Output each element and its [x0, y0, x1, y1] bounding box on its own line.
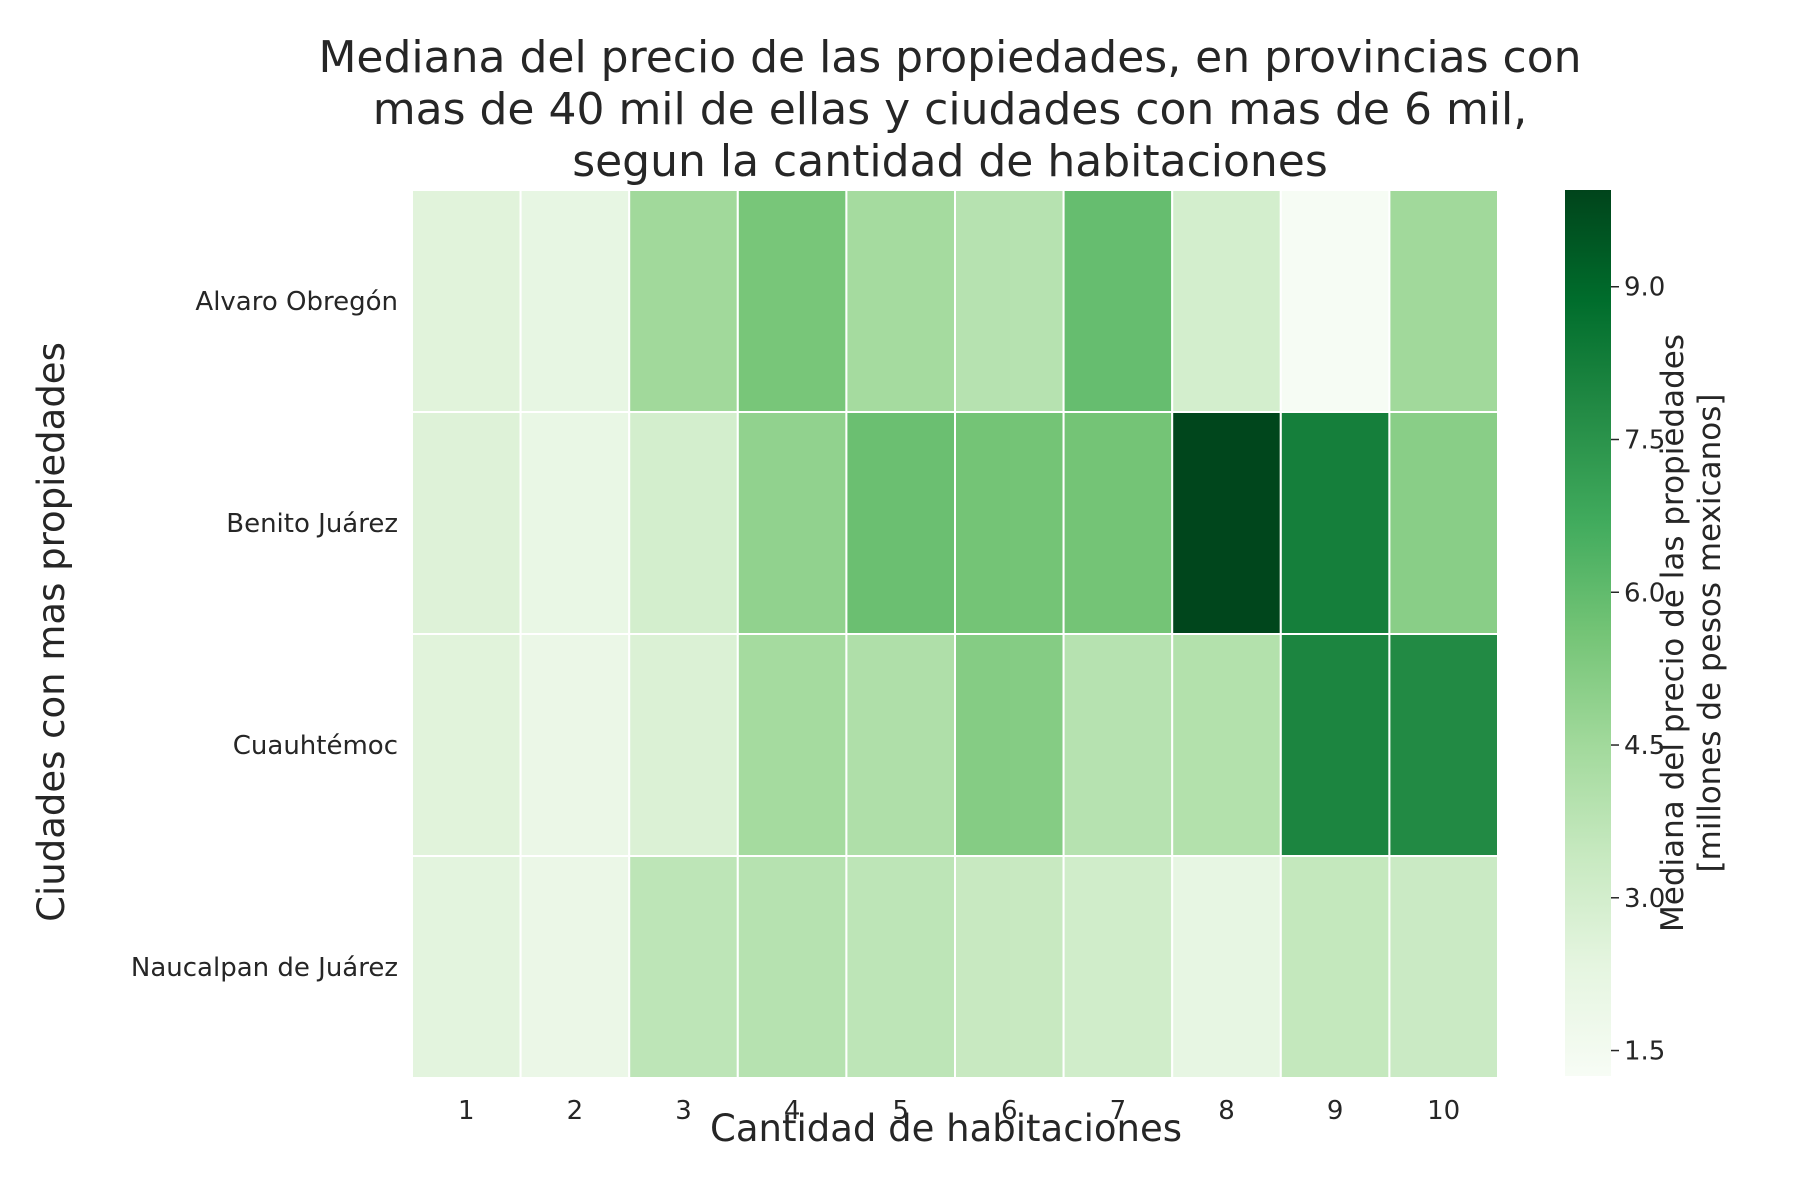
- heatmap-cell: [519, 411, 631, 635]
- heatmap-cell: [845, 855, 957, 1079]
- heatmap-cell: [954, 189, 1065, 413]
- colorbar-label-line-2: [millones de pesos mexicanos]: [1692, 394, 1728, 873]
- heatmap-cell: [1062, 411, 1174, 635]
- heatmap-cell: [519, 189, 631, 413]
- chart-title: Mediana del precio de las propiedades, e…: [318, 32, 1581, 187]
- colorbar-tick-label: 4.5: [1624, 731, 1665, 761]
- chart-title-line-3: segun la cantidad de habitaciones: [572, 136, 1328, 187]
- x-axis-label: Cantidad de habitaciones: [710, 1107, 1182, 1150]
- heatmap-cell: [1062, 855, 1174, 1079]
- x-tick-label: 4: [784, 1096, 801, 1126]
- heatmap-cell: [519, 633, 631, 857]
- heatmap-cell: [1388, 633, 1500, 857]
- y-tick-label: Benito Juárez: [226, 509, 398, 539]
- y-tick-label: Alvaro Obregón: [195, 287, 398, 317]
- heatmap-cell: [411, 633, 522, 857]
- heatmap-cell: [1279, 189, 1391, 413]
- x-tick-label: 10: [1427, 1096, 1460, 1126]
- y-tick-labels: Alvaro Obregón Benito Juárez Cuauhtémoc Nau…: [131, 287, 398, 983]
- heatmap-cell: [1279, 411, 1391, 635]
- y-tick-label: Naucalpan de Juárez: [131, 953, 398, 983]
- colorbar-ticks: 1.5 3.0 4.5 6.0 7.5 9.0: [1611, 273, 1665, 1067]
- heatmap-cell: [1388, 411, 1500, 635]
- heatmap-cell: [736, 411, 848, 635]
- heatmap-cell: [519, 855, 631, 1079]
- chart-title-line-1: Mediana del precio de las propiedades, e…: [318, 32, 1581, 83]
- colorbar-tick-label: 9.0: [1624, 273, 1665, 303]
- heatmap-cell: [736, 633, 848, 857]
- heatmap-cell: [954, 855, 1065, 1079]
- x-tick-label: 3: [675, 1096, 692, 1126]
- heatmap-cell: [736, 855, 848, 1079]
- x-tick-label: 7: [1110, 1096, 1127, 1126]
- heatmap-cell: [1171, 633, 1282, 857]
- heatmap-cells: [411, 189, 1500, 1079]
- heatmap-cell: [1062, 189, 1174, 413]
- colorbar-tick-label: 3.0: [1624, 884, 1665, 914]
- heatmap-cell: [411, 411, 522, 635]
- heatmap-cell: [1171, 189, 1282, 413]
- heatmap-cell: [845, 189, 957, 413]
- heatmap-cell: [628, 633, 739, 857]
- x-tick-label: 1: [458, 1096, 475, 1126]
- heatmap-cell: [411, 855, 522, 1079]
- heatmap-cell: [1279, 633, 1391, 857]
- colorbar: [1565, 190, 1611, 1076]
- colorbar-tick-label: 1.5: [1624, 1037, 1665, 1067]
- x-tick-label: 9: [1327, 1096, 1344, 1126]
- chart-title-line-2: mas de 40 mil de ellas y ciudades con ma…: [373, 84, 1527, 135]
- x-tick-label: 8: [1218, 1096, 1235, 1126]
- heatmap-cell: [736, 189, 848, 413]
- heatmap-cell: [1171, 855, 1282, 1079]
- heatmap-cell: [628, 189, 739, 413]
- heatmap-cell: [628, 855, 739, 1079]
- heatmap-cell: [1279, 855, 1391, 1079]
- x-tick-label: 6: [1001, 1096, 1018, 1126]
- heatmap-cell: [1171, 411, 1282, 635]
- heatmap-cell: [1388, 189, 1500, 413]
- y-axis-label: Ciudades con mas propiedades: [30, 342, 73, 922]
- x-tick-labels: 1 2 3 4 5 6 7 8 9 10: [458, 1096, 1460, 1126]
- heatmap-cell: [1062, 633, 1174, 857]
- heatmap-cell: [628, 411, 739, 635]
- heatmap-cell: [1388, 855, 1500, 1079]
- heatmap-cell: [845, 411, 957, 635]
- heatmap-cell: [954, 633, 1065, 857]
- colorbar-label: Mediana del precio de las propiedades [m…: [1655, 334, 1728, 932]
- heatmap-cell: [954, 411, 1065, 635]
- heatmap-cell: [845, 633, 957, 857]
- heatmap-cell: [411, 189, 522, 413]
- x-tick-label: 5: [892, 1096, 909, 1126]
- x-tick-label: 2: [567, 1096, 584, 1126]
- y-tick-label: Cuauhtémoc: [233, 731, 398, 761]
- colorbar-label-line-1: Mediana del precio de las propiedades: [1655, 334, 1691, 932]
- colorbar-tick-label: 7.5: [1624, 426, 1665, 456]
- colorbar-tick-label: 6.0: [1624, 578, 1665, 608]
